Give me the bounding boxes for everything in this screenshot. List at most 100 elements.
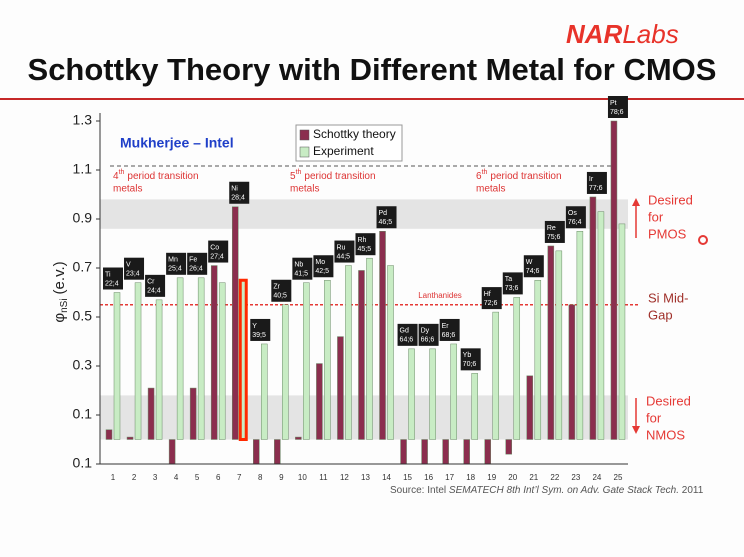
legend-label: Experiment	[313, 144, 374, 158]
element-symbol: Er	[442, 323, 450, 330]
nmos-label: Desired	[646, 393, 691, 408]
x-tick-label: 4	[174, 473, 179, 482]
element-symbol: Ni	[231, 186, 238, 193]
element-box	[166, 252, 187, 275]
element-box	[145, 274, 166, 297]
element-box	[292, 257, 313, 280]
cursor-dot	[698, 235, 708, 245]
bar	[555, 250, 563, 440]
bar	[463, 439, 470, 465]
bar	[282, 304, 289, 440]
element-box	[187, 252, 208, 275]
period-text: period transition	[304, 171, 375, 182]
x-tick-label: 20	[508, 473, 517, 482]
x-tick-label: 16	[424, 473, 433, 482]
period-label: 5th period transition	[290, 169, 376, 182]
element-code: 75;6	[547, 234, 561, 241]
element-code: 74;6	[526, 268, 540, 275]
x-tick-label: 15	[403, 473, 412, 482]
element-box	[460, 348, 481, 371]
source: Source: Intel SEMATECH 8th Int’l Sym. on…	[390, 485, 704, 496]
y-tick-label: 0.3	[73, 357, 93, 373]
period-number: 6	[476, 171, 482, 182]
element-code: 39;5	[252, 332, 266, 339]
y-label-subscript: nSi	[59, 298, 70, 312]
logo: NARLabs	[566, 19, 679, 49]
element-box	[271, 279, 292, 302]
element-code: 26;4	[189, 266, 203, 273]
bar	[238, 278, 248, 441]
period-suffix: th	[296, 169, 302, 176]
element-symbol: Nb	[294, 262, 303, 269]
element-box	[397, 323, 418, 346]
x-tick-label: 13	[361, 473, 370, 482]
source-italic: SEMATECH 8th Int’l Sym. on Adv. Gate Sta…	[449, 485, 679, 496]
x-tick-label: 24	[592, 473, 601, 482]
bar	[295, 436, 302, 440]
midgap-label: Gap	[648, 307, 673, 322]
element-code: 24;4	[147, 288, 161, 295]
nmos-label: NMOS	[646, 427, 685, 442]
element-code: 70;6	[463, 361, 477, 368]
y-tick-label: 0.1	[73, 406, 93, 422]
legend-label: Schottky theory	[313, 127, 396, 141]
bar	[126, 436, 134, 440]
bar	[358, 270, 365, 440]
period-suffix: th	[119, 169, 125, 176]
x-tick-label: 25	[614, 473, 623, 482]
x-tick-label: 8	[258, 473, 263, 482]
element-box	[544, 220, 565, 243]
element-box	[124, 257, 145, 280]
pmos-arrowhead	[632, 198, 640, 206]
period-suffix: th	[482, 169, 488, 176]
legend-swatch	[299, 146, 310, 158]
period-label-2: metals	[476, 184, 505, 195]
x-tick-label: 3	[153, 473, 158, 482]
element-symbol: Gd	[400, 328, 409, 335]
y-tick-label: 0.5	[73, 308, 93, 324]
x-tick-label: 7	[237, 473, 242, 482]
logo-sub: Labs	[622, 19, 678, 49]
bar	[589, 196, 597, 440]
element-box	[313, 255, 334, 278]
lanthanides-label: Lanthanides	[418, 291, 462, 300]
element-symbol: V	[126, 262, 131, 269]
element-box	[334, 240, 355, 263]
legend-box	[295, 124, 403, 162]
element-code: 42;5	[315, 268, 329, 275]
element-box	[208, 240, 229, 263]
element-box	[355, 233, 376, 256]
bar	[513, 297, 521, 440]
x-tick-label: 23	[571, 473, 580, 482]
x-tick-label: 11	[319, 473, 328, 482]
bar	[618, 223, 626, 440]
element-symbol: Dy	[421, 328, 430, 335]
bar	[337, 336, 344, 440]
inset-title: Mukherjee – Intel	[120, 135, 234, 151]
element-box	[586, 171, 607, 194]
element-code: 46;5	[379, 219, 393, 226]
bar	[189, 387, 197, 440]
bar	[442, 439, 449, 465]
y-tick-label: 0.7	[73, 259, 93, 275]
element-symbol: Rh	[357, 237, 366, 244]
element-code: 72;6	[484, 300, 498, 307]
element-box	[229, 181, 250, 204]
x-tick-label: 21	[529, 473, 538, 482]
element-symbol: Mo	[315, 259, 325, 266]
period-text: period transition	[490, 171, 561, 182]
bar	[526, 375, 534, 440]
element-symbol: Co	[210, 244, 219, 251]
element-box	[502, 272, 523, 295]
element-code: 73;6	[505, 285, 519, 292]
bar	[261, 343, 268, 440]
element-box	[439, 318, 460, 341]
element-symbol: Ti	[105, 271, 111, 278]
element-symbol: Mn	[168, 257, 178, 264]
bar	[303, 282, 310, 440]
y-tick-label: 1.3	[73, 112, 93, 128]
bar	[168, 439, 176, 465]
element-symbol: Zr	[273, 284, 280, 291]
